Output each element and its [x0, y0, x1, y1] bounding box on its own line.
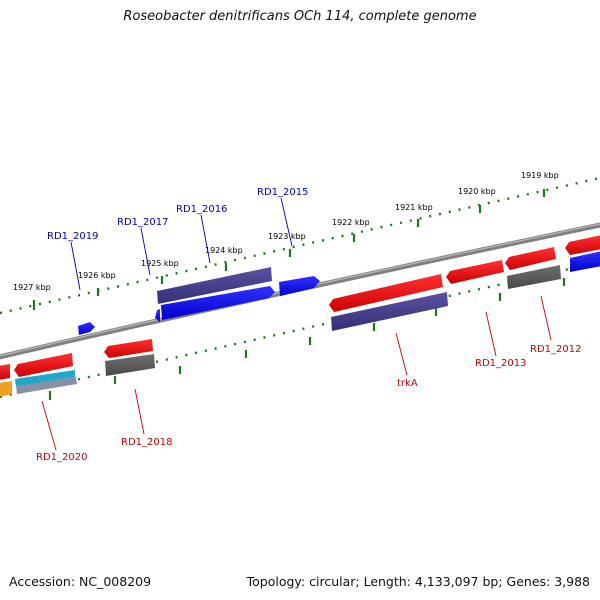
- gene-label-trka[interactable]: trkA: [397, 378, 418, 389]
- feature-bar-cyan[interactable]: [15, 370, 75, 387]
- gene-arrow-rd1-2019[interactable]: [78, 322, 95, 335]
- feature-bar-gray-1[interactable]: [105, 354, 155, 376]
- scale-label: 1923 kbp: [268, 232, 306, 241]
- accession-text: Accession: NC_008209: [9, 574, 152, 589]
- forward-gene-labels: RD1_2019 RD1_2017 RD1_2016 RD1_2015: [47, 187, 308, 242]
- feature-bar-steel[interactable]: [16, 377, 77, 394]
- map-title: Roseobacter denitrificans OCh 114, compl…: [123, 9, 477, 24]
- gene-label-rd1-2012[interactable]: RD1_2012: [530, 344, 581, 355]
- gene-label-rd1-2020[interactable]: RD1_2020: [36, 452, 87, 463]
- gene-label-rd1-2019[interactable]: RD1_2019: [47, 231, 98, 242]
- gene-arrow-rd1-2020[interactable]: [14, 353, 73, 377]
- feature-bar-purple-1[interactable]: [157, 267, 272, 304]
- gene-arrow-right-edge-red[interactable]: [565, 235, 600, 255]
- gene-arrow-right-edge[interactable]: [570, 251, 600, 272]
- scale-label: 1919 kbp: [521, 171, 559, 180]
- feature-bar-gray-2[interactable]: [507, 265, 561, 289]
- outer-major-ticks: [32, 189, 546, 310]
- inner-major-ticks: [48, 278, 566, 400]
- gene-arrow-orange[interactable]: [0, 381, 12, 397]
- scale-label: 1924 kbp: [205, 246, 243, 255]
- gene-arrow-trka[interactable]: [329, 274, 443, 312]
- gene-arrow-rd1-2016[interactable]: [161, 286, 275, 320]
- reverse-gene-labels: RD1_2020 RD1_2018 trkA RD1_2013 RD1_2012: [36, 344, 581, 463]
- scale-labels: 1927 kbp 1926 kbp 1925 kbp 1924 kbp 1923…: [13, 171, 559, 292]
- label-leaders: [41, 197, 552, 451]
- scale-label: 1926 kbp: [78, 271, 116, 280]
- gene-arrow-rd1-2015[interactable]: [279, 276, 320, 296]
- gene-arrow-rd1-2013[interactable]: [446, 260, 504, 284]
- scale-label: 1921 kbp: [395, 203, 433, 212]
- gene-label-rd1-2017[interactable]: RD1_2017: [117, 217, 168, 228]
- gene-label-rd1-2018[interactable]: RD1_2018: [121, 437, 172, 448]
- gene-arrow-left-edge[interactable]: [0, 364, 10, 380]
- genome-summary-text: Topology: circular; Length: 4,133,097 bp…: [246, 574, 590, 589]
- feature-bar-purple-2[interactable]: [331, 292, 448, 331]
- gene-label-rd1-2016[interactable]: RD1_2016: [176, 204, 227, 215]
- gene-label-rd1-2015[interactable]: RD1_2015: [257, 187, 308, 198]
- reverse-gene-arrows: [0, 235, 600, 397]
- scale-label: 1922 kbp: [332, 218, 370, 227]
- gene-arrow-rd1-2018[interactable]: [104, 339, 153, 358]
- scale-label: 1925 kbp: [141, 259, 179, 268]
- gene-arrow-rd1-2017[interactable]: [155, 309, 160, 322]
- scale-label: 1927 kbp: [13, 283, 51, 292]
- feature-bars: [15, 265, 561, 394]
- scale-label: 1920 kbp: [458, 187, 496, 196]
- gene-label-rd1-2013[interactable]: RD1_2013: [475, 358, 526, 369]
- gene-arrow-rd1-2012[interactable]: [505, 247, 556, 270]
- forward-gene-arrows: [78, 251, 600, 335]
